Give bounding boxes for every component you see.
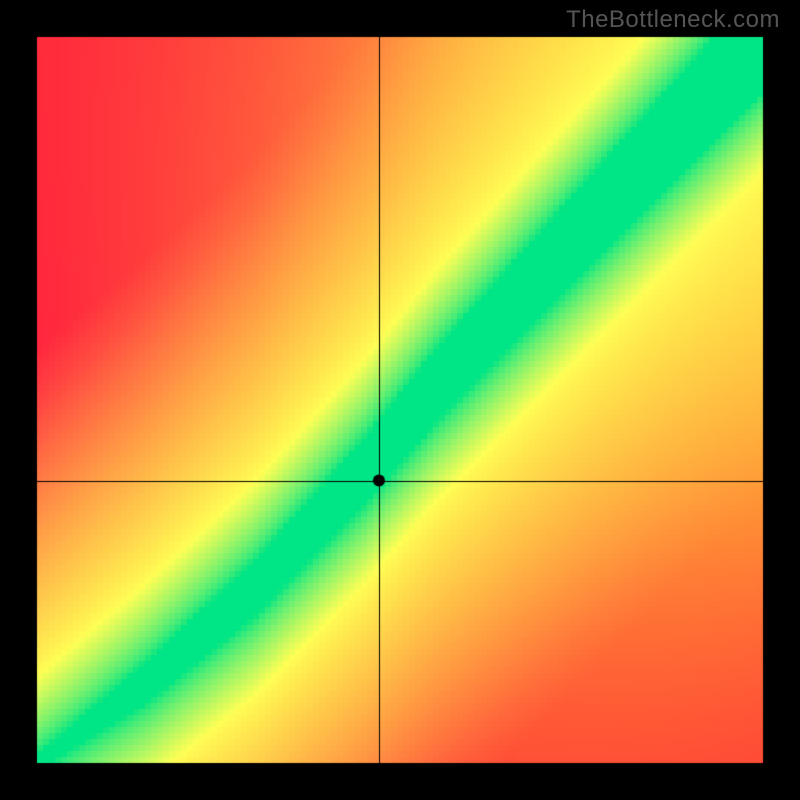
watermark-text: TheBottleneck.com <box>566 6 780 34</box>
heatmap-canvas <box>0 0 800 800</box>
chart-container: TheBottleneck.com <box>0 0 800 800</box>
